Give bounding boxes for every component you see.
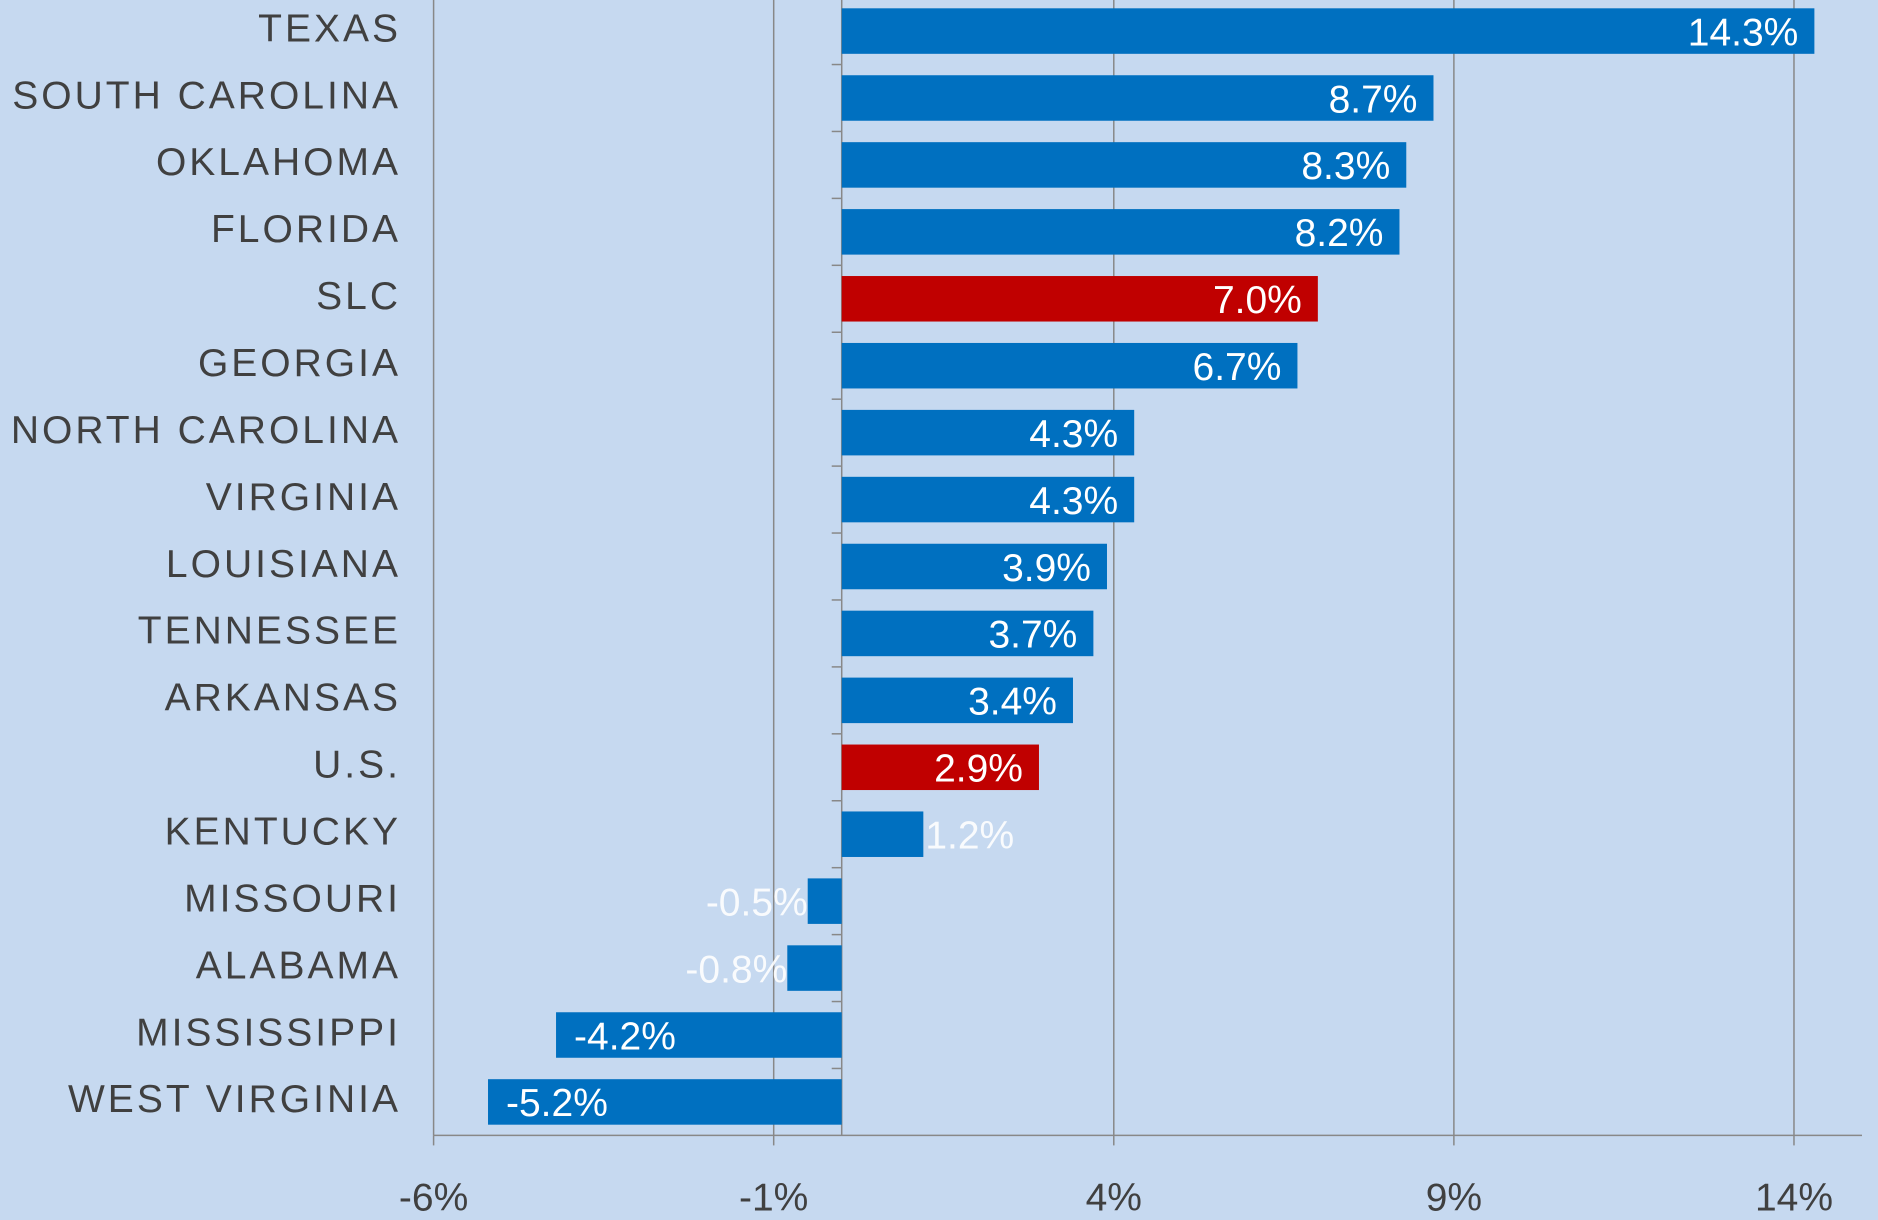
value-label: 6.7% — [1193, 346, 1282, 389]
bar — [841, 744, 1039, 791]
bar — [807, 878, 842, 924]
x-tick-label: 9% — [1426, 1177, 1482, 1220]
category-label: OKLAHOMA — [156, 141, 401, 184]
bar — [841, 209, 1400, 255]
x-tick-label: -1% — [739, 1177, 808, 1220]
bar — [841, 543, 1107, 590]
bar — [841, 409, 1135, 456]
category-label: FLORIDA — [211, 208, 401, 251]
category-label: ARKANSAS — [165, 677, 401, 720]
category-label: U.S. — [313, 744, 401, 787]
category-label: SLC — [316, 275, 401, 318]
bar — [841, 811, 924, 857]
bar — [841, 8, 1815, 54]
bar — [488, 1079, 842, 1125]
category-label: SOUTH CAROLINA — [12, 74, 401, 117]
value-label: -0.8% — [685, 948, 787, 991]
bar — [841, 75, 1434, 121]
value-label: 4.3% — [1029, 480, 1118, 523]
bar — [787, 945, 842, 991]
bar — [841, 677, 1073, 724]
category-label: WEST VIRGINIA — [68, 1078, 401, 1121]
value-label: 14.3% — [1688, 11, 1799, 54]
value-label: -0.5% — [706, 881, 808, 924]
category-label: LOUISIANA — [166, 543, 401, 586]
value-label: 3.9% — [1002, 547, 1091, 590]
value-label: -4.2% — [574, 1015, 676, 1058]
value-label: 8.2% — [1295, 212, 1384, 255]
category-label: GEORGIA — [198, 342, 401, 385]
category-label: MISSISSIPPI — [136, 1011, 401, 1054]
value-label: 4.3% — [1029, 413, 1118, 456]
category-label: KENTUCKY — [165, 811, 401, 854]
value-label: 1.2% — [925, 815, 1014, 858]
value-label: 3.7% — [988, 614, 1077, 657]
bar — [841, 276, 1318, 322]
bar — [556, 1012, 842, 1058]
category-label: VIRGINIA — [206, 476, 401, 519]
value-label: -5.2% — [506, 1082, 608, 1125]
category-label: ALABAMA — [196, 944, 401, 987]
category-label: NORTH CAROLINA — [11, 409, 401, 452]
category-label: TEXAS — [258, 7, 401, 50]
category-label: TENNESSEE — [138, 610, 401, 653]
x-tick-label: -6% — [399, 1177, 468, 1220]
bar — [841, 476, 1135, 523]
bar — [841, 342, 1298, 389]
value-label: 7.0% — [1213, 279, 1302, 322]
value-label: 3.4% — [968, 681, 1057, 724]
x-tick-label: 4% — [1086, 1177, 1142, 1220]
bar — [841, 142, 1407, 188]
value-label: 2.9% — [934, 748, 1023, 791]
category-label: MISSOURI — [184, 877, 401, 920]
bar — [841, 610, 1094, 657]
value-label: 8.3% — [1301, 145, 1390, 188]
x-tick-label: 14% — [1755, 1177, 1833, 1220]
value-label: 8.7% — [1329, 78, 1418, 121]
